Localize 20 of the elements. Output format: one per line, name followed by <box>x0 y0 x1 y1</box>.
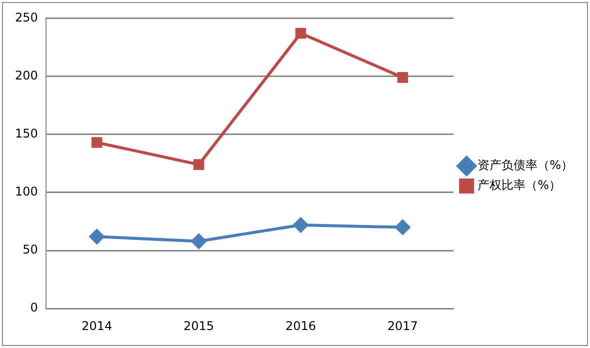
legend-label: 产权比率（%） <box>478 178 562 192</box>
y-tick-label: 250 <box>15 10 38 24</box>
legend-label: 资产负债率（%） <box>478 158 574 172</box>
y-tick-label: 150 <box>15 126 38 140</box>
point <box>89 229 104 244</box>
point <box>91 137 102 148</box>
y-tick-label: 0 <box>30 300 38 315</box>
point <box>295 28 306 39</box>
x-tick-label: 2014 <box>82 318 112 333</box>
x-tick-label: 2016 <box>285 318 316 333</box>
y-tick-label: 200 <box>15 68 38 82</box>
x-tick-label: 2017 <box>387 318 418 333</box>
point <box>397 72 408 83</box>
point <box>193 159 204 170</box>
point <box>293 217 308 232</box>
x-tick-label: 2015 <box>184 318 214 333</box>
y-tick-label: 100 <box>15 184 38 199</box>
point <box>395 220 410 235</box>
y-tick-label: 50 <box>22 242 38 257</box>
point <box>191 234 206 249</box>
